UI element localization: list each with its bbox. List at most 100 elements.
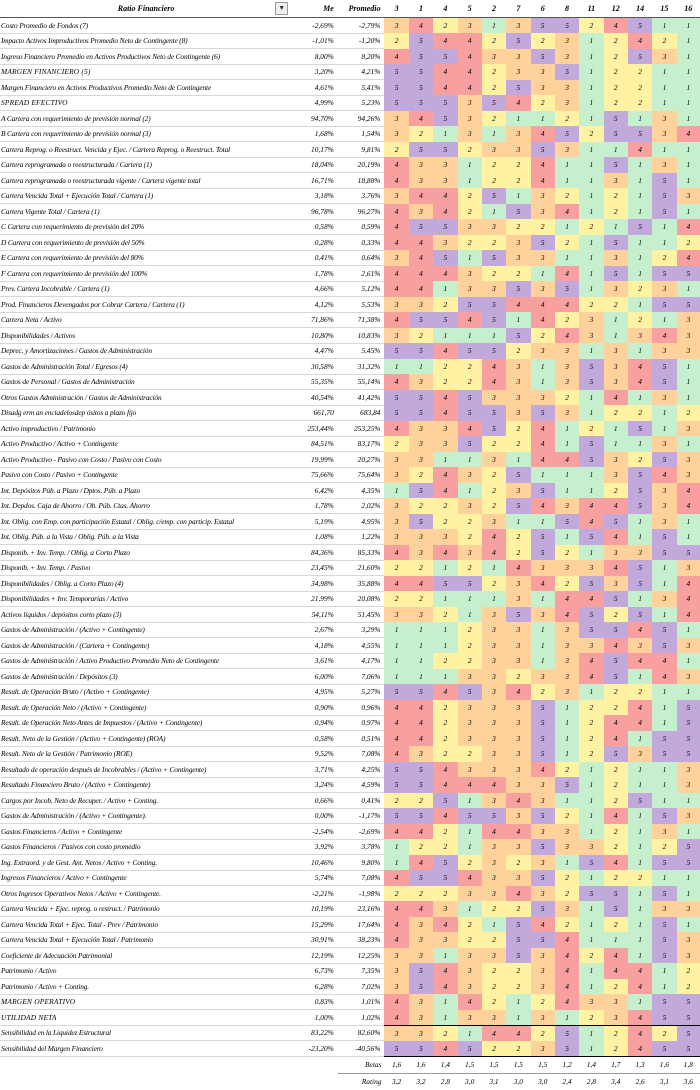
me-value-cell[interactable]: 18,04% — [292, 157, 338, 173]
rank-cell[interactable]: 5 — [481, 808, 507, 824]
rank-cell[interactable]: 2 — [433, 513, 458, 529]
rank-cell[interactable]: 2 — [603, 684, 628, 700]
rank-cell[interactable]: 3 — [506, 358, 531, 374]
rank-cell[interactable]: 2 — [384, 33, 409, 49]
rank-cell[interactable]: 3 — [408, 1009, 434, 1025]
ratio-name-cell[interactable]: Cargos por Incob. Neto de Recuper. / Act… — [0, 792, 293, 809]
promedio-value-cell[interactable]: 9,80% — [337, 854, 385, 871]
rank-cell[interactable]: 4 — [554, 963, 580, 979]
rank-cell[interactable]: 4 — [384, 374, 409, 390]
rank-cell[interactable]: 1 — [579, 95, 604, 111]
rank-cell[interactable]: 3 — [530, 777, 555, 793]
promedio-value-cell[interactable]: 38,23% — [337, 932, 385, 948]
table-row[interactable]: Impacto Activos Improductivos Promedio N… — [0, 33, 700, 49]
rank-cell[interactable]: 1 — [652, 978, 677, 994]
table-row[interactable]: Int. Depósitos Púb. a Plazo / Dptos. Púb… — [0, 482, 700, 499]
rank-cell[interactable]: 3 — [506, 482, 531, 498]
rank-cell[interactable]: 1 — [652, 792, 677, 808]
rank-cell[interactable]: 2 — [603, 870, 628, 886]
promedio-value-cell[interactable]: 1,54% — [337, 126, 385, 142]
promedio-value-cell[interactable]: 35,88% — [337, 575, 385, 592]
me-value-cell[interactable]: 1,68% — [292, 126, 338, 142]
promedio-value-cell[interactable]: 5,45% — [337, 343, 385, 359]
rank-cell[interactable]: 2 — [481, 467, 507, 483]
rank-cell[interactable]: 4 — [652, 467, 677, 483]
rank-cell[interactable]: 5 — [433, 870, 458, 886]
rank-cell[interactable]: 5 — [506, 281, 531, 297]
rank-cell[interactable]: 2 — [433, 1024, 458, 1041]
rank-cell[interactable]: 4 — [627, 358, 653, 374]
promedio-value-cell[interactable]: 4,95% — [337, 513, 385, 530]
ratio-name-cell[interactable]: Resultado de operación después de Incobr… — [0, 761, 293, 778]
promedio-value-cell[interactable]: 71,38% — [337, 312, 385, 328]
rank-cell[interactable]: 1 — [506, 110, 531, 126]
rank-cell[interactable]: 5 — [481, 405, 507, 421]
rank-cell[interactable]: 2 — [481, 436, 507, 452]
rank-cell[interactable]: 1 — [433, 622, 458, 638]
rank-cell[interactable]: 4 — [676, 482, 700, 498]
rank-cell[interactable]: 2 — [603, 33, 628, 49]
rank-cell[interactable]: 5 — [408, 978, 434, 994]
rank-cell[interactable]: 4 — [627, 699, 653, 715]
promedio-value-cell[interactable]: 253,25% — [337, 420, 385, 437]
rank-cell[interactable]: 3 — [457, 699, 482, 715]
rank-cell[interactable]: 4 — [481, 358, 507, 374]
rank-cell[interactable]: 1 — [627, 250, 653, 266]
rank-cell[interactable]: 4 — [433, 684, 458, 700]
ratio-name-cell[interactable]: Int. Oblig. Púb. a la Vista / Oblig. Púb… — [0, 529, 293, 545]
rank-cell[interactable]: 4 — [384, 203, 409, 219]
rank-cell[interactable]: 4 — [676, 591, 700, 607]
rank-cell[interactable]: 3 — [457, 715, 482, 731]
rank-cell[interactable]: 2 — [433, 730, 458, 746]
rank-cell[interactable]: 5 — [457, 343, 482, 359]
rank-cell[interactable]: 3 — [506, 389, 531, 405]
promedio-value-cell[interactable]: 17,64% — [337, 916, 385, 933]
me-value-cell[interactable]: 10,46% — [292, 854, 338, 871]
promedio-value-cell[interactable]: 8,20% — [337, 48, 385, 65]
rank-cell[interactable]: 5 — [530, 870, 555, 886]
rank-cell[interactable]: 3 — [408, 746, 434, 762]
ratio-name-cell[interactable]: Cartera Neta / Activo — [0, 312, 293, 328]
rank-cell[interactable]: 3 — [481, 792, 507, 808]
rank-cell[interactable]: 3 — [433, 157, 458, 173]
rank-cell[interactable]: 3 — [676, 901, 700, 917]
rank-cell[interactable]: 5 — [457, 684, 482, 700]
me-value-cell[interactable]: 75,66% — [292, 467, 338, 483]
rank-cell[interactable]: 2 — [554, 885, 580, 901]
rank-cell[interactable]: 3 — [506, 637, 531, 653]
ratio-name-cell[interactable]: Result. de Operación Neto Antes de Impue… — [0, 715, 293, 731]
rank-cell[interactable]: 2 — [408, 792, 434, 808]
rank-cell[interactable]: 1 — [676, 916, 700, 932]
rank-cell[interactable]: 5 — [530, 746, 555, 762]
rank-cell[interactable]: 1 — [627, 513, 653, 529]
rank-cell[interactable]: 2 — [457, 529, 482, 545]
rank-cell[interactable]: 5 — [579, 358, 604, 374]
rank-cell[interactable]: 2 — [457, 560, 482, 576]
me-value-cell[interactable]: 4,66% — [292, 281, 338, 297]
rank-cell[interactable]: 5 — [676, 715, 700, 731]
rank-cell[interactable]: 2 — [433, 885, 458, 901]
rank-cell[interactable]: 4 — [627, 978, 653, 994]
promedio-value-cell[interactable]: 5,27% — [337, 684, 385, 700]
rank-cell[interactable]: 1 — [579, 808, 604, 824]
rank-cell[interactable]: 3 — [481, 389, 507, 405]
rank-cell[interactable]: 1 — [384, 653, 409, 669]
rank-cell[interactable]: 2 — [481, 110, 507, 126]
rank-cell[interactable]: 2 — [579, 17, 604, 33]
rank-cell[interactable]: 2 — [481, 994, 507, 1010]
rank-cell[interactable]: 3 — [603, 374, 628, 390]
rank-cell[interactable]: 5 — [506, 606, 531, 622]
rank-cell[interactable]: 4 — [433, 79, 458, 95]
rank-cell[interactable]: 1 — [457, 172, 482, 188]
rank-cell[interactable]: 5 — [627, 575, 653, 591]
rank-cell[interactable]: 4 — [530, 761, 555, 777]
me-value-cell[interactable]: 2,67% — [292, 622, 338, 638]
rank-cell[interactable]: 3 — [481, 761, 507, 777]
rank-cell[interactable]: 2 — [603, 79, 628, 95]
rank-cell[interactable]: 5 — [603, 885, 628, 901]
rank-cell[interactable]: 1 — [676, 48, 700, 64]
rank-cell[interactable]: 5 — [652, 172, 677, 188]
ratio-name-cell[interactable]: Gastos de Administración / (Activo + Con… — [0, 808, 293, 824]
rank-cell[interactable]: 3 — [481, 746, 507, 762]
me-value-cell[interactable]: 19,99% — [292, 451, 338, 468]
